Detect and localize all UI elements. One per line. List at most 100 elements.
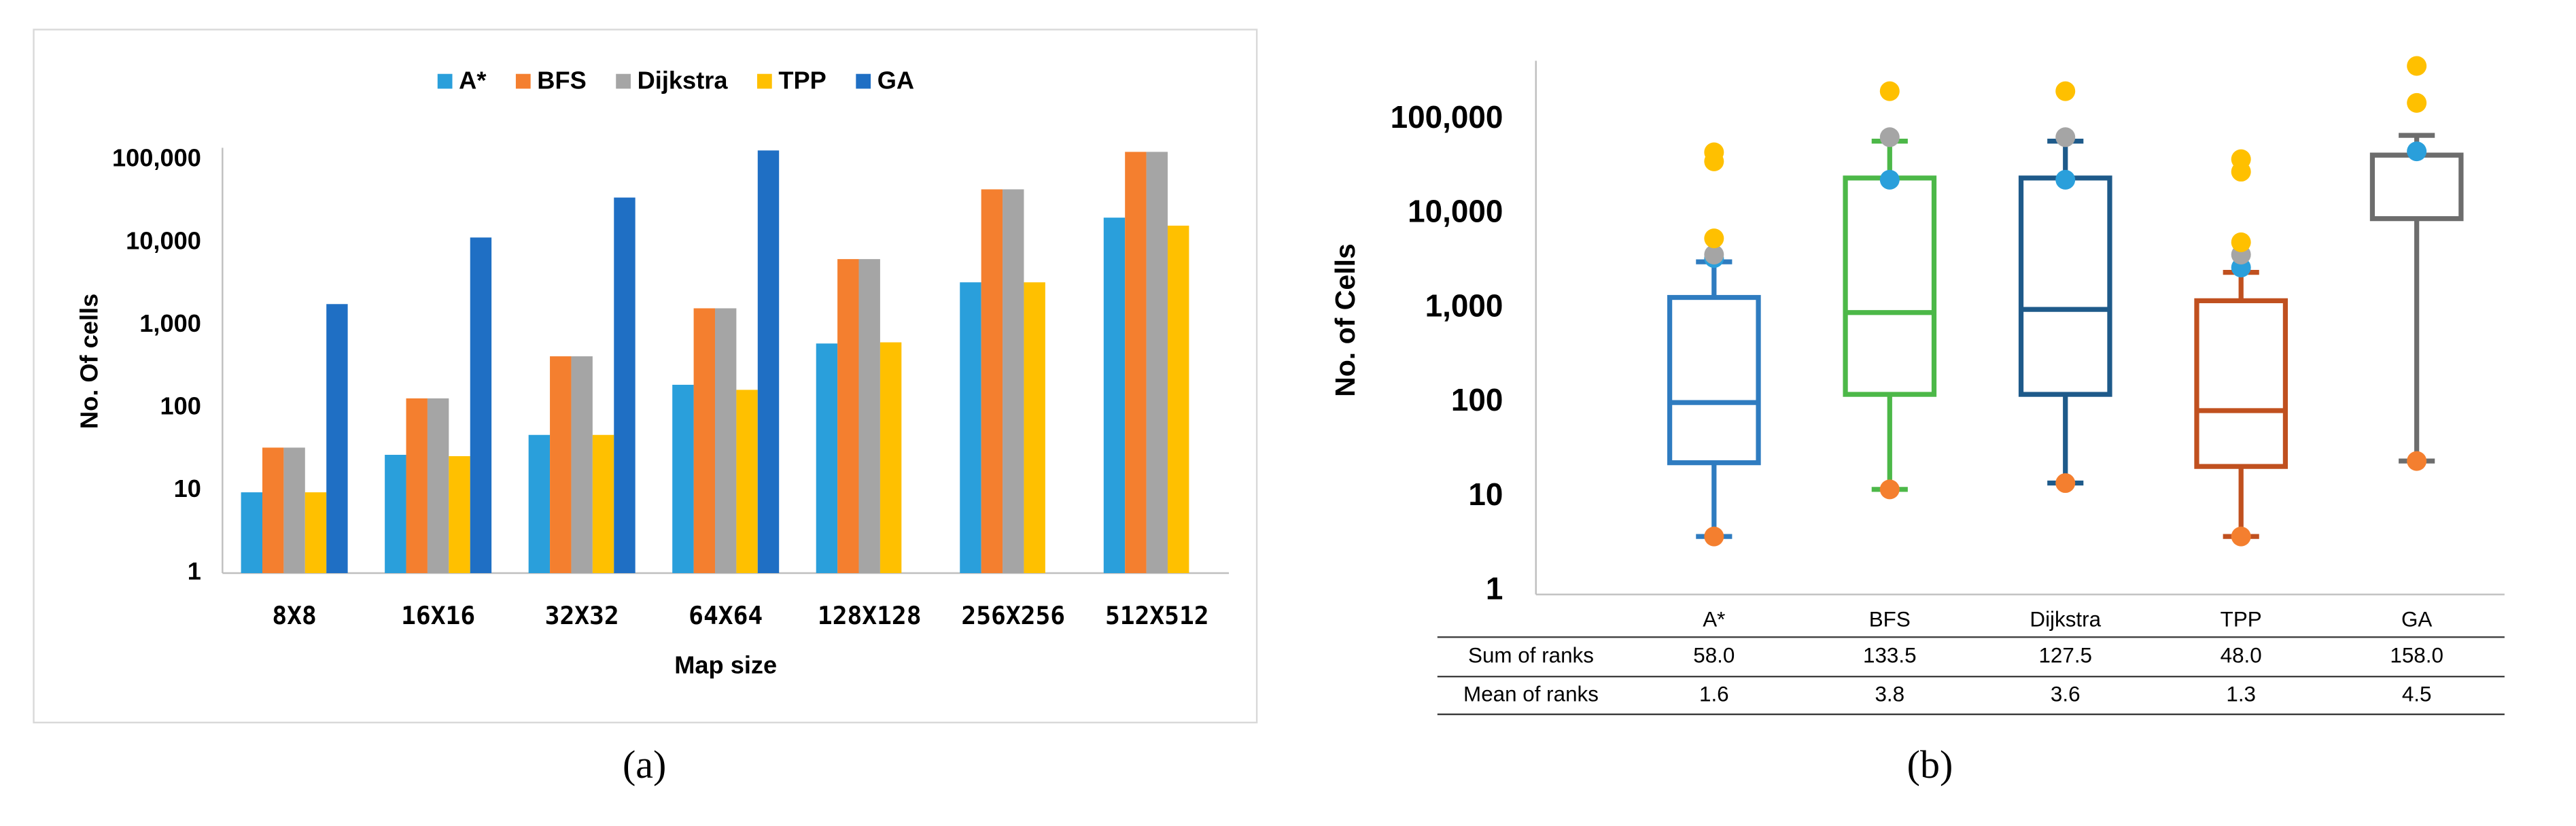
- x-tick-label: 8X8: [272, 601, 316, 630]
- y-tick-label: 100: [160, 392, 201, 419]
- x-tick-label: 64X64: [689, 601, 763, 630]
- box: [1843, 175, 1937, 397]
- bar: [1103, 218, 1126, 574]
- box: [1667, 294, 1761, 466]
- bar: [1125, 152, 1147, 574]
- legend-label: TPP: [778, 66, 826, 94]
- marker: [1704, 228, 1724, 249]
- bar: [550, 356, 572, 574]
- marker: [1704, 245, 1724, 264]
- legend-swatch: [616, 73, 631, 89]
- legend-swatch: [856, 73, 871, 89]
- bar: [1003, 189, 1024, 574]
- bar: [241, 492, 262, 574]
- marker: [2231, 232, 2251, 252]
- y-tick-label: 1,000: [1425, 288, 1503, 323]
- y-tick-label: 10: [1468, 477, 1503, 512]
- table-cell: 58.0: [1693, 643, 1735, 667]
- bar: [592, 434, 614, 574]
- legend-label: A*: [459, 66, 487, 94]
- bar: [406, 398, 428, 574]
- table-cell: 48.0: [2221, 643, 2262, 667]
- bar: [283, 447, 305, 574]
- bar: [614, 197, 636, 574]
- bar: [960, 282, 981, 574]
- table-cell: 158.0: [2390, 643, 2443, 667]
- bar: [736, 390, 758, 574]
- box: [2369, 152, 2464, 222]
- table-cell: 127.5: [2038, 643, 2092, 667]
- table-cell: 1.3: [2226, 682, 2256, 706]
- legend-swatch: [756, 73, 772, 89]
- y-tick-label: 10,000: [1408, 194, 1503, 229]
- x-tick-label: TPP: [2221, 607, 2262, 631]
- x-tick-label: 512X512: [1105, 601, 1209, 630]
- x-tick-label: BFS: [1869, 607, 1911, 631]
- table-row-label: Mean of ranks: [1463, 682, 1599, 706]
- bar: [672, 384, 694, 574]
- table-row-label: Sum of ranks: [1468, 643, 1594, 667]
- table-cell: 1.6: [1699, 682, 1729, 706]
- marker: [1704, 142, 1724, 162]
- y-tick-label: 1,000: [139, 309, 201, 337]
- box: [2194, 298, 2288, 469]
- x-axis-label: Map size: [674, 651, 777, 678]
- bar: [262, 447, 284, 574]
- bar: [837, 259, 859, 574]
- panel-frame: [33, 29, 1258, 724]
- bar: [1024, 282, 1045, 574]
- y-tick-label: 100: [1451, 382, 1503, 417]
- legend-label: BFS: [537, 66, 586, 94]
- y-tick-label: 100,000: [112, 144, 201, 172]
- bar: [816, 343, 838, 574]
- bar: [981, 189, 1003, 574]
- y-tick-label: 1: [188, 557, 201, 585]
- marker: [2407, 451, 2427, 471]
- y-tick-label: 10: [174, 475, 201, 502]
- marker: [2407, 56, 2427, 76]
- marker: [2407, 92, 2427, 113]
- marker: [2407, 141, 2427, 162]
- x-tick-label: 256X256: [961, 601, 1065, 630]
- y-axis-label: No. Of cells: [75, 294, 103, 429]
- bar: [693, 308, 715, 574]
- marker: [1879, 127, 1900, 148]
- bar: [304, 492, 327, 574]
- table-cell: 3.6: [2051, 682, 2081, 706]
- legend-swatch: [515, 73, 531, 89]
- table-cell: 3.8: [1875, 682, 1904, 706]
- y-tick-label: 1: [1486, 571, 1503, 606]
- y-tick-label: 100,000: [1391, 99, 1503, 135]
- bar: [326, 304, 348, 574]
- caption: (b): [1907, 742, 1953, 787]
- marker: [2231, 526, 2251, 547]
- marker: [2231, 149, 2251, 169]
- marker: [1879, 479, 1900, 500]
- marker: [1879, 169, 1900, 190]
- bar: [858, 259, 880, 574]
- marker: [2055, 169, 2076, 190]
- x-tick-label: Dijkstra: [2030, 607, 2101, 631]
- bar: [757, 150, 780, 574]
- caption: (a): [623, 742, 666, 787]
- marker: [2055, 127, 2076, 148]
- marker: [2055, 81, 2076, 101]
- y-axis-label: No. of Cells: [1329, 243, 1361, 397]
- x-tick-label: 32X32: [545, 601, 619, 630]
- bar: [1167, 225, 1189, 574]
- legend-label: GA: [877, 66, 914, 94]
- bar: [880, 342, 902, 574]
- bar: [1146, 152, 1168, 574]
- marker: [2055, 473, 2076, 494]
- marker: [1879, 81, 1900, 101]
- table-cell: 4.5: [2402, 682, 2432, 706]
- bar: [470, 237, 492, 574]
- x-tick-label: A*: [1703, 607, 1725, 631]
- bar: [449, 455, 470, 574]
- x-tick-label: GA: [2401, 607, 2432, 631]
- bar: [427, 398, 449, 574]
- marker: [1704, 526, 1724, 547]
- bar: [385, 455, 406, 574]
